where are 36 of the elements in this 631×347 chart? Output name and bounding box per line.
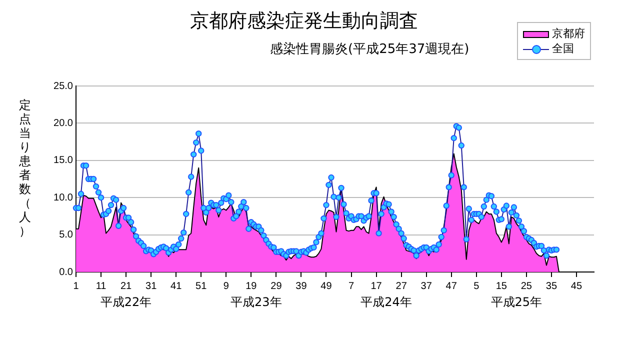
x-tick-label: 5: [474, 280, 480, 292]
x-tick-label: 51: [196, 280, 208, 292]
y-tick-label: 10.0: [54, 192, 74, 204]
chart-subtitle: 感染性胃腸炎(平成25年37週現在): [270, 41, 470, 58]
x-tick-label: 35: [546, 280, 558, 292]
y-tick-label: 20.0: [54, 118, 74, 129]
text: 平成23年: [230, 295, 282, 310]
y-tick-label: 15.0: [54, 155, 74, 166]
x-tick-label: 19: [246, 280, 258, 292]
x-tick-label: 7: [348, 280, 354, 292]
x-tick-label: 29: [270, 280, 282, 292]
x-tick-label: 49: [320, 280, 332, 292]
x-tick-label: 21: [120, 280, 132, 292]
x-tick-label: 9: [223, 280, 230, 292]
x-tick-label: 31: [146, 280, 158, 292]
y-tick-label: 5.0: [59, 230, 74, 241]
x-tick-label: 47: [446, 280, 458, 292]
text: 平成24年: [360, 295, 412, 310]
text: 定点当り患者数（人）: [19, 98, 31, 238]
x-tick-label: 45: [570, 280, 582, 292]
text: 平成22年: [100, 295, 152, 310]
chart-title: 京都府感染症発生動向調査: [190, 9, 418, 34]
x-tick-label: 25: [520, 280, 532, 292]
x-tick-label: 41: [170, 280, 182, 292]
y-tick-label: 0.0: [59, 266, 74, 278]
legend-label: 京都府: [552, 26, 585, 41]
x-tick-label: 17: [370, 280, 382, 292]
x-tick-label: 15: [496, 280, 508, 292]
y-tick-label: 25.0: [54, 80, 74, 92]
x-tick-label: 11: [96, 280, 107, 292]
x-tick-label: 1: [73, 280, 80, 292]
x-tick-label: 27: [396, 280, 408, 292]
x-tick-label: 39: [296, 280, 308, 292]
text: 平成25年: [490, 295, 542, 310]
legend-label: 全国: [552, 41, 574, 56]
x-tick-label: 37: [420, 280, 432, 292]
